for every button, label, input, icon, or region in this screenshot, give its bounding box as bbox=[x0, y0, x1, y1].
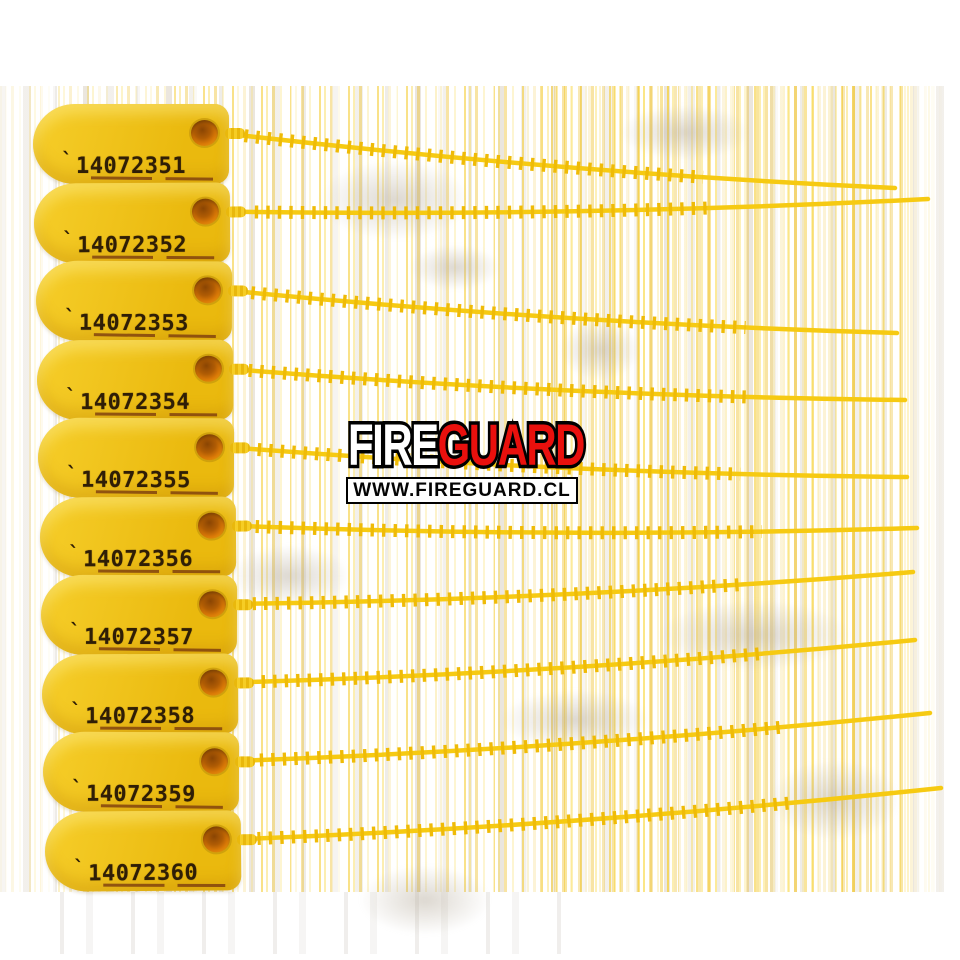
background-bottom-smear bbox=[60, 892, 580, 954]
stamp-tick-mark: ` bbox=[70, 697, 83, 722]
stamp-tick-mark: ` bbox=[63, 304, 76, 329]
stamp-underline bbox=[100, 726, 223, 730]
serial-row: ` 14072352 bbox=[62, 226, 187, 258]
stamp-tick-mark: ` bbox=[64, 383, 78, 408]
seal-serial-number: 14072351 bbox=[76, 154, 187, 179]
stamp-underline bbox=[92, 255, 215, 259]
fireguard-logo: FIREGUARD WWW.FIREGUARD.CL bbox=[345, 410, 590, 504]
seal-strap bbox=[223, 444, 910, 480]
seal-strap bbox=[226, 569, 916, 607]
seal-strap-teeth bbox=[255, 720, 788, 767]
seal-strap-teeth bbox=[253, 647, 762, 689]
serial-row: ` 14072354 bbox=[64, 383, 190, 415]
seal-strap bbox=[225, 523, 920, 536]
seal-hole bbox=[194, 355, 222, 382]
seal-strap-teeth bbox=[252, 577, 746, 611]
seal-strap-teeth bbox=[251, 519, 762, 540]
svg-text:FIREGUARD: FIREGUARD bbox=[348, 413, 584, 478]
seal-strap bbox=[220, 196, 931, 216]
seal-strap bbox=[230, 785, 944, 842]
serial-row: ` 14072351 bbox=[61, 148, 186, 179]
stamp-underline bbox=[93, 333, 216, 338]
stamp-underline bbox=[97, 569, 220, 573]
seal-hole bbox=[201, 748, 229, 775]
seal-strap-neck bbox=[231, 520, 252, 532]
seal-hole bbox=[198, 591, 226, 618]
stamp-tick-mark: ` bbox=[68, 618, 81, 643]
seal-strap-neck bbox=[228, 363, 249, 375]
serial-row: ` 14072357 bbox=[69, 619, 194, 650]
seal-tag: ` 14072355 bbox=[38, 417, 251, 499]
seal-hole bbox=[202, 825, 230, 853]
seal-strap bbox=[221, 287, 900, 336]
seal-strap-neck bbox=[235, 756, 256, 768]
logo-text-guard: GUARD bbox=[438, 413, 584, 478]
stamp-tick-mark: ` bbox=[62, 226, 75, 251]
serial-row: ` 14072360 bbox=[73, 854, 198, 886]
stamp-tick-mark: ` bbox=[71, 775, 84, 800]
seal-tag: ` 14072352 bbox=[34, 181, 247, 264]
seal-hole bbox=[193, 277, 221, 304]
seal-tag: ` 14072357 bbox=[40, 574, 253, 656]
stamp-underline bbox=[94, 411, 217, 416]
seal-strap-neck bbox=[232, 599, 253, 611]
logo-website-url: WWW.FIREGUARD.CL bbox=[346, 477, 578, 504]
seal-strap bbox=[218, 130, 898, 191]
seal-serial-number: 14072360 bbox=[87, 860, 198, 886]
stamp-tick-mark: ` bbox=[61, 148, 74, 172]
seal-hole bbox=[191, 120, 218, 146]
serial-row: ` 14072356 bbox=[68, 540, 193, 572]
stamp-underline bbox=[102, 883, 225, 886]
seal-hole bbox=[192, 198, 220, 225]
seal-strap bbox=[222, 366, 908, 403]
stamp-underline bbox=[96, 490, 219, 495]
seal-tag: ` 14072358 bbox=[41, 652, 255, 735]
seal-strap-teeth bbox=[257, 796, 797, 845]
serial-row: ` 14072358 bbox=[70, 697, 195, 729]
seal-strap-neck bbox=[227, 285, 248, 297]
serial-row: ` 14072355 bbox=[66, 462, 191, 493]
seal-strap-teeth bbox=[246, 201, 713, 220]
stamp-tick-mark: ` bbox=[72, 854, 85, 880]
stamp-underline bbox=[90, 176, 214, 181]
seal-serial-number: 14072358 bbox=[85, 703, 196, 729]
seal-tag: ` 14072359 bbox=[43, 731, 256, 813]
stamp-underline bbox=[101, 804, 224, 809]
seal-tag: ` 14072356 bbox=[39, 496, 252, 577]
seal-strap-neck bbox=[225, 128, 245, 139]
stamp-tick-mark: ` bbox=[66, 461, 79, 486]
serial-row: ` 14072359 bbox=[71, 776, 196, 807]
seal-hole bbox=[197, 512, 225, 539]
logo-text-fire: FIRE bbox=[348, 413, 438, 478]
seal-strap-neck bbox=[234, 676, 255, 689]
stamp-tick-mark: ` bbox=[67, 540, 80, 565]
stamp-underline bbox=[98, 647, 221, 652]
serial-row: ` 14072353 bbox=[63, 305, 188, 337]
seal-strap-neck bbox=[236, 833, 257, 845]
seal-strap-neck bbox=[230, 442, 251, 454]
seal-strap bbox=[229, 710, 933, 764]
seal-tag: ` 14072360 bbox=[44, 809, 257, 892]
seal-serial-number: 14072354 bbox=[79, 389, 190, 415]
seal-strap-teeth bbox=[243, 129, 704, 184]
seal-hole bbox=[199, 669, 228, 696]
seal-tag: ` 14072354 bbox=[36, 339, 249, 420]
seal-serial-number: 14072352 bbox=[77, 232, 188, 258]
seal-serial-number: 14072356 bbox=[82, 546, 193, 572]
seal-tag: ` 14072351 bbox=[33, 104, 245, 184]
seal-strap-neck bbox=[226, 205, 247, 218]
seal-hole bbox=[196, 434, 224, 461]
fireguard-wordmark: FIREGUARD bbox=[345, 410, 590, 482]
seal-tag: ` 14072353 bbox=[35, 260, 248, 342]
